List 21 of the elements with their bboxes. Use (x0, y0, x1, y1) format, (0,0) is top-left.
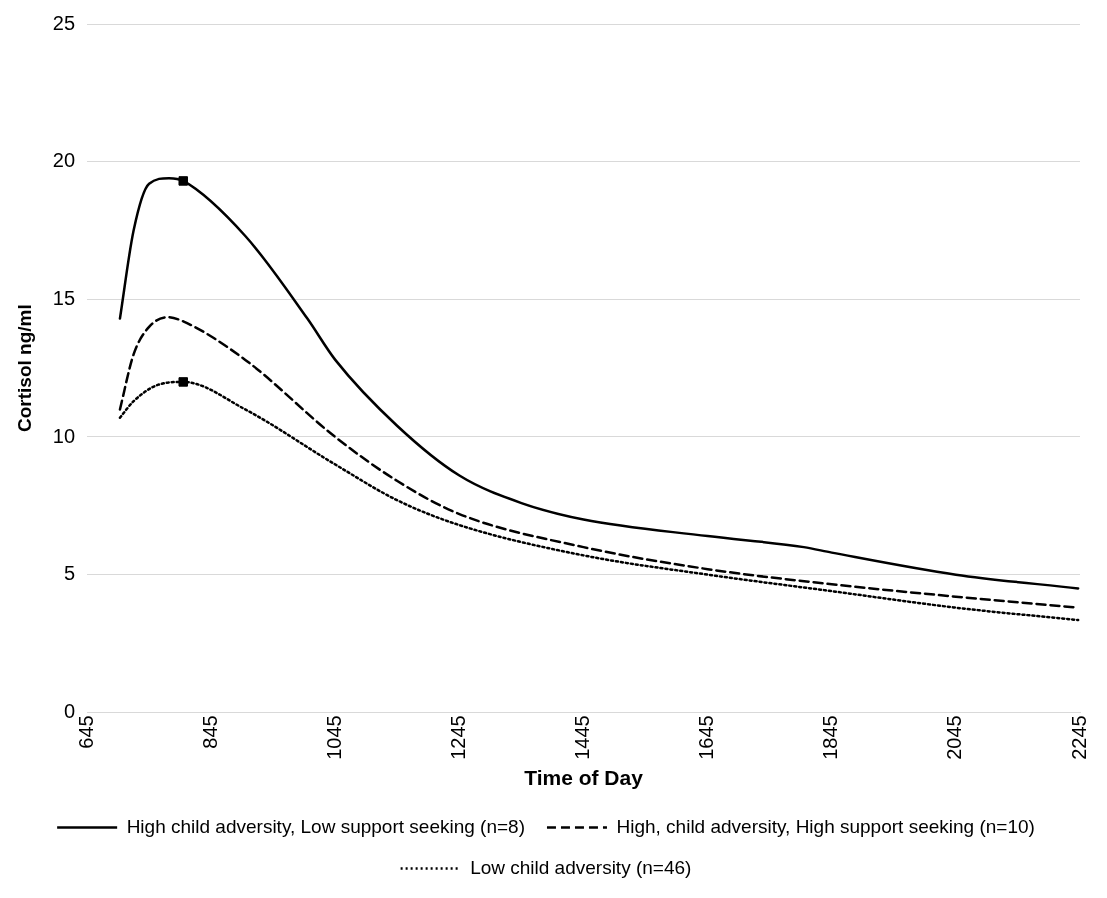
x-tick-label: 2045 (943, 715, 966, 760)
y-tick-label: 10 (52, 424, 76, 447)
x-tick-label: 1245 (446, 715, 469, 760)
y-axis-title: Cortisol ng/ml (13, 304, 35, 433)
line-series (118, 176, 1080, 590)
y-tick-label: 15 (52, 286, 76, 309)
x-tick-label: 1845 (819, 715, 842, 760)
y-tick-label: 25 (52, 11, 76, 34)
legend-label: High, child adversity, High support seeking (n=10) (616, 815, 1035, 837)
y-tick-label: 5 (63, 562, 76, 585)
x-tick-label: 845 (198, 715, 221, 749)
x-tick-label: 1445 (571, 715, 594, 760)
x-tick-label: 645 (74, 715, 97, 749)
legend-label: High child adversity, Low support seeking (n=8) (126, 815, 525, 837)
y-tick-label: 0 (63, 699, 76, 722)
x-axis-title: Time of Day (524, 766, 644, 790)
x-tick-label: 2245 (1067, 715, 1090, 760)
x-tick-label: 1045 (322, 715, 345, 760)
y-tick-label: 20 (52, 149, 76, 172)
legend-label: Low child adversity (n=46) (470, 856, 692, 878)
x-tick-label: 1645 (695, 715, 718, 760)
